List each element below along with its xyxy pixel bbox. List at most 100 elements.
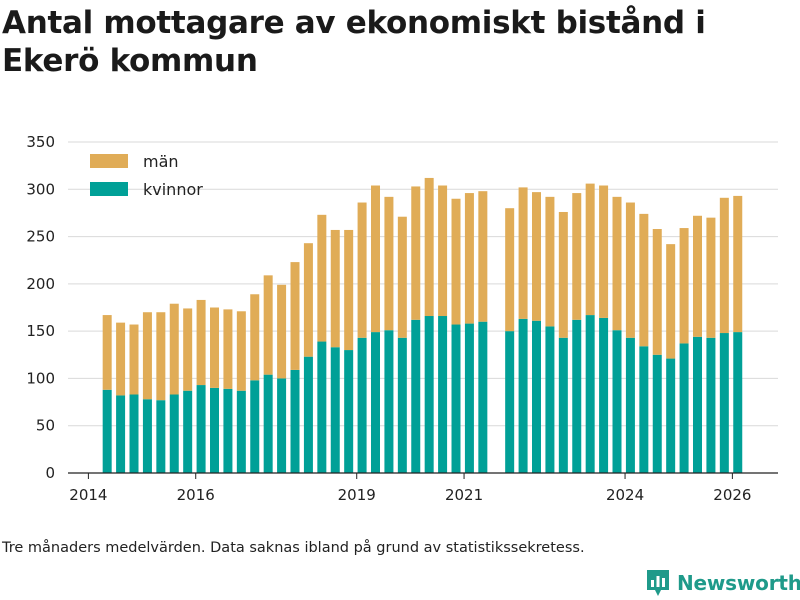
bar-man <box>142 312 152 400</box>
bar-man <box>384 196 394 331</box>
bar-kvinnor <box>438 316 448 473</box>
bar-kvinnor <box>625 337 635 473</box>
bar-kvinnor <box>290 369 300 473</box>
bar-man <box>585 183 595 316</box>
bar-man <box>652 229 662 355</box>
bar-kvinnor <box>505 331 515 473</box>
x-tick-label: 2014 <box>69 486 107 504</box>
bar-chart-logo-icon <box>647 570 669 596</box>
axes: 0 50 100 150 200 250 300 350 2014 2016 2019 2021 202… <box>26 133 778 504</box>
bar-kvinnor <box>277 378 287 473</box>
bar-man <box>250 294 260 381</box>
x-tick-label: 2016 <box>177 486 215 504</box>
legend-swatch <box>90 182 128 196</box>
bar-kvinnor <box>558 337 568 473</box>
bar-man <box>706 217 716 338</box>
legend-label: män <box>143 152 179 171</box>
bar-man <box>156 312 166 401</box>
bar-kvinnor <box>102 389 112 473</box>
bar-kvinnor <box>397 337 407 473</box>
y-tick-label: 350 <box>26 133 55 151</box>
y-tick-label: 250 <box>26 228 55 246</box>
bar-man <box>116 322 126 396</box>
bar-kvinnor <box>733 332 743 473</box>
bar-kvinnor <box>236 390 246 473</box>
bar-kvinnor <box>666 358 676 473</box>
bar-kvinnor <box>478 321 488 473</box>
bar-man <box>693 215 703 337</box>
bar-kvinnor <box>263 374 273 473</box>
bar-kvinnor <box>652 354 662 473</box>
bar-kvinnor <box>612 330 622 473</box>
y-tick-label: 0 <box>45 464 55 482</box>
bar-man <box>169 303 179 395</box>
bar-kvinnor <box>424 316 434 473</box>
x-tick-label: 2026 <box>713 486 751 504</box>
bar-man <box>451 198 461 325</box>
page-title: Antal mottagare av ekonomiskt bistånd i … <box>2 5 706 79</box>
bar-kvinnor <box>679 343 689 473</box>
bar-man <box>599 185 609 318</box>
bar-man <box>545 196 555 327</box>
bar-kvinnor <box>693 336 703 473</box>
bar-man <box>183 308 193 391</box>
bar-man <box>532 192 542 321</box>
bar-kvinnor <box>572 319 582 473</box>
bar-kvinnor <box>129 394 139 473</box>
bar-man <box>357 202 367 338</box>
bar-man <box>572 193 582 320</box>
bar-kvinnor <box>371 332 381 473</box>
bar-man <box>196 299 206 386</box>
bar-kvinnor <box>330 347 340 473</box>
bar-man <box>303 243 313 357</box>
bar-man <box>518 187 528 319</box>
bar-man <box>679 228 689 344</box>
bar-kvinnor <box>303 356 313 473</box>
bar-man <box>639 213 649 347</box>
bar-kvinnor <box>451 324 461 473</box>
bar-man <box>625 202 635 338</box>
bar-kvinnor <box>518 318 528 473</box>
y-tick-label: 100 <box>26 369 55 387</box>
legend-label: kvinnor <box>143 180 203 199</box>
bar-kvinnor <box>719 333 729 473</box>
bar-kvinnor <box>250 380 260 473</box>
x-tick-label: 2019 <box>338 486 376 504</box>
brand-logo[interactable]: Newsworthy <box>645 566 800 600</box>
bar-man <box>719 197 729 334</box>
bar-man <box>438 185 448 317</box>
bar-kvinnor <box>599 317 609 473</box>
y-tick-label: 200 <box>26 275 55 293</box>
bar-man <box>129 324 139 395</box>
bar-kvinnor <box>317 341 327 473</box>
bar-kvinnor <box>464 323 474 473</box>
brand-name: Newsworthy <box>677 571 800 595</box>
bar-man <box>236 311 246 391</box>
bar-kvinnor <box>142 399 152 473</box>
bar-man <box>102 315 112 390</box>
bar-man <box>733 195 743 333</box>
bar-kvinnor <box>706 337 716 473</box>
bar-man <box>505 208 515 332</box>
bar-man <box>478 191 488 322</box>
bar-kvinnor <box>156 400 166 473</box>
y-tick-label: 150 <box>26 322 55 340</box>
bar-man <box>411 186 421 320</box>
bar-kvinnor <box>210 387 220 473</box>
bar-kvinnor <box>183 390 193 473</box>
bar-man <box>464 193 474 324</box>
legend-swatch <box>90 154 128 168</box>
bar-man <box>317 214 327 342</box>
bar-man <box>371 185 381 333</box>
bar-kvinnor <box>344 350 354 473</box>
bar-kvinnor <box>532 320 542 473</box>
bar-kvinnor <box>223 388 233 473</box>
y-tick-label: 50 <box>36 417 55 435</box>
bars <box>102 177 743 473</box>
bar-kvinnor <box>196 385 206 473</box>
bar-man <box>666 244 676 359</box>
x-tick-label: 2021 <box>445 486 483 504</box>
bar-man <box>263 275 273 375</box>
bar-kvinnor <box>585 315 595 473</box>
